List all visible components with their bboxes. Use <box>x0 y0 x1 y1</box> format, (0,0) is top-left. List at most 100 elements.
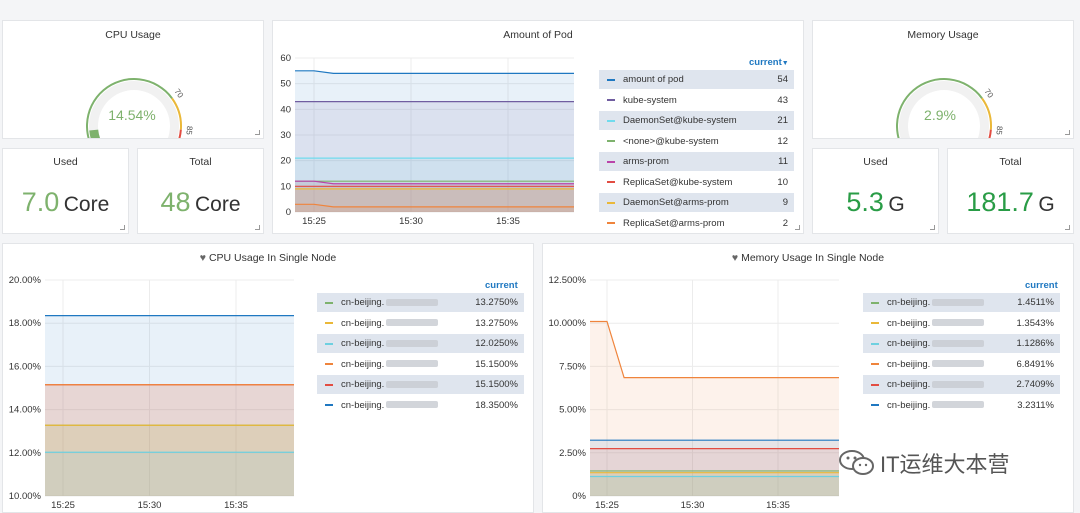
legend-swatch <box>871 404 879 406</box>
stat-unit: G <box>1038 193 1055 216</box>
legend-value: 2.7409% <box>1016 379 1054 390</box>
cpu-gauge: 07085100 <box>86 78 194 138</box>
resize-handle[interactable] <box>255 225 260 230</box>
panel-title-row: ♥ CPU Usage In Single Node <box>3 252 533 264</box>
legend-item[interactable]: <none>@kube-system 12 <box>599 132 794 151</box>
gauge-track <box>89 81 179 138</box>
legend-name: cn-beijing. <box>341 379 475 390</box>
redacted-hostname <box>386 319 439 327</box>
legend-swatch <box>871 342 879 345</box>
y-tick-label: 5.00% <box>559 405 586 416</box>
resize-handle[interactable] <box>120 225 125 230</box>
legend-item[interactable]: cn-beijing. 2.7409% <box>863 375 1060 394</box>
gauge-tick-label: 70 <box>983 87 996 100</box>
legend-item[interactable]: kube-system 43 <box>599 91 794 110</box>
legend-sort-current[interactable]: current <box>1025 280 1058 291</box>
y-tick-label: 0% <box>572 491 586 502</box>
gauge-track <box>899 81 989 138</box>
legend-item[interactable]: amount of pod 54 <box>599 70 794 89</box>
legend-value: 13.2750% <box>475 317 518 329</box>
legend-swatch <box>607 119 615 122</box>
gauge-value: 14.54% <box>108 107 156 123</box>
resize-handle[interactable] <box>1065 130 1070 135</box>
cpu-used-panel: Used 7.0 Core <box>2 148 129 234</box>
legend-swatch <box>607 160 615 163</box>
legend-item[interactable]: DaemonSet@kube-system 21 <box>599 111 794 130</box>
stat-number: 7.0 <box>21 187 60 217</box>
legend-name: cn-beijing. <box>887 338 1016 349</box>
y-tick-label: 16.00% <box>9 361 42 372</box>
legend-sort-current[interactable]: current▼ <box>749 57 789 68</box>
legend-item[interactable]: cn-beijing. 15.1500% <box>317 355 524 374</box>
legend-swatch <box>607 201 615 204</box>
series-area <box>295 101 574 212</box>
series-area <box>590 440 839 496</box>
legend-item[interactable]: cn-beijing. 1.1286% <box>863 334 1060 353</box>
y-tick-label: 30 <box>280 130 291 141</box>
legend-item[interactable]: ReplicaSet@arms-prom 2 <box>599 214 794 231</box>
series-area <box>295 204 574 212</box>
stat-label: Used <box>863 156 888 168</box>
pod-amount-panel: Amount of Pod 0 10 20 30 40 50 60 15:25 15:30 15:… <box>272 20 804 234</box>
legend-item[interactable]: cn-beijing. 1.4511% <box>863 293 1060 312</box>
gauge-fill <box>89 129 101 138</box>
stat-value: 5.3 G <box>813 187 938 218</box>
legend-name: cn-beijing. <box>887 318 1016 329</box>
x-tick-label: 15:35 <box>224 500 248 511</box>
series-area <box>590 470 839 496</box>
y-tick-label: 10.00% <box>9 491 42 502</box>
legend-item[interactable]: DaemonSet@arms-prom 9 <box>599 193 794 212</box>
stat-value: 181.7 G <box>948 187 1073 218</box>
series-area <box>295 186 574 212</box>
panel-title: CPU Usage <box>105 29 161 41</box>
legend-value: 6.8491% <box>1016 358 1054 370</box>
x-tick-label: 15:35 <box>496 216 520 227</box>
y-tick-label: 20.00% <box>9 275 42 286</box>
stat-number: 5.3 <box>846 187 884 217</box>
panel-title: CPU Usage In Single Node <box>208 252 337 264</box>
legend-name: DaemonSet@arms-prom <box>623 197 729 208</box>
legend-item[interactable]: cn-beijing. 12.0250% <box>317 334 524 353</box>
legend-item[interactable]: ReplicaSet@kube-system 10 <box>599 173 794 192</box>
legend-swatch <box>325 363 333 365</box>
legend-item[interactable]: arms-prom 11 <box>599 152 794 171</box>
series-area <box>45 384 294 496</box>
stat-unit: Core <box>194 193 241 216</box>
legend-name: cn-beijing. <box>887 359 1016 370</box>
resize-handle[interactable] <box>1065 225 1070 230</box>
x-tick-label: 15:30 <box>681 500 705 511</box>
legend-swatch <box>871 383 879 386</box>
legend-item[interactable]: cn-beijing. 13.2750% <box>317 314 524 333</box>
cpu-node-panel: ♥ CPU Usage In Single Node 10.00% 12.00% 1… <box>2 243 534 513</box>
legend-item[interactable]: cn-beijing. 3.2311% <box>863 396 1060 415</box>
resize-handle[interactable] <box>930 225 935 230</box>
legend-value: 21 <box>777 115 788 126</box>
resize-handle[interactable] <box>255 130 260 135</box>
legend-swatch <box>871 363 879 365</box>
series-line <box>295 203 574 208</box>
legend-sort-current[interactable]: current <box>485 280 518 291</box>
legend-name: amount of pod <box>623 74 684 85</box>
legend-value: 43 <box>777 94 788 106</box>
legend-item[interactable]: cn-beijing. 18.3500% <box>317 396 524 415</box>
y-tick-label: 20 <box>280 156 291 167</box>
stat-label: Total <box>189 156 212 168</box>
legend-swatch <box>325 342 333 345</box>
legend-name: cn-beijing. <box>341 338 475 349</box>
legend-value: 1.4511% <box>1017 297 1054 308</box>
memory-total-panel: Total 181.7 G <box>947 148 1074 234</box>
legend-swatch <box>325 301 333 304</box>
resize-handle[interactable] <box>795 225 800 230</box>
stat-unit: G <box>888 193 905 216</box>
gauge-threshold-warn <box>171 97 183 130</box>
legend-item[interactable]: cn-beijing. 15.1500% <box>317 375 524 394</box>
x-tick-label: 15:25 <box>302 216 326 227</box>
legend-item[interactable]: cn-beijing. 13.2750% <box>317 293 524 312</box>
legend-name: DaemonSet@kube-system <box>623 115 737 126</box>
legend-value: 2 <box>782 217 788 229</box>
legend-swatch <box>325 322 333 324</box>
stat-number: 48 <box>160 187 191 217</box>
legend-item[interactable]: cn-beijing. 6.8491% <box>863 355 1060 374</box>
gauge-tick-label: 85 <box>184 126 194 136</box>
legend-item[interactable]: cn-beijing. 1.3543% <box>863 314 1060 333</box>
